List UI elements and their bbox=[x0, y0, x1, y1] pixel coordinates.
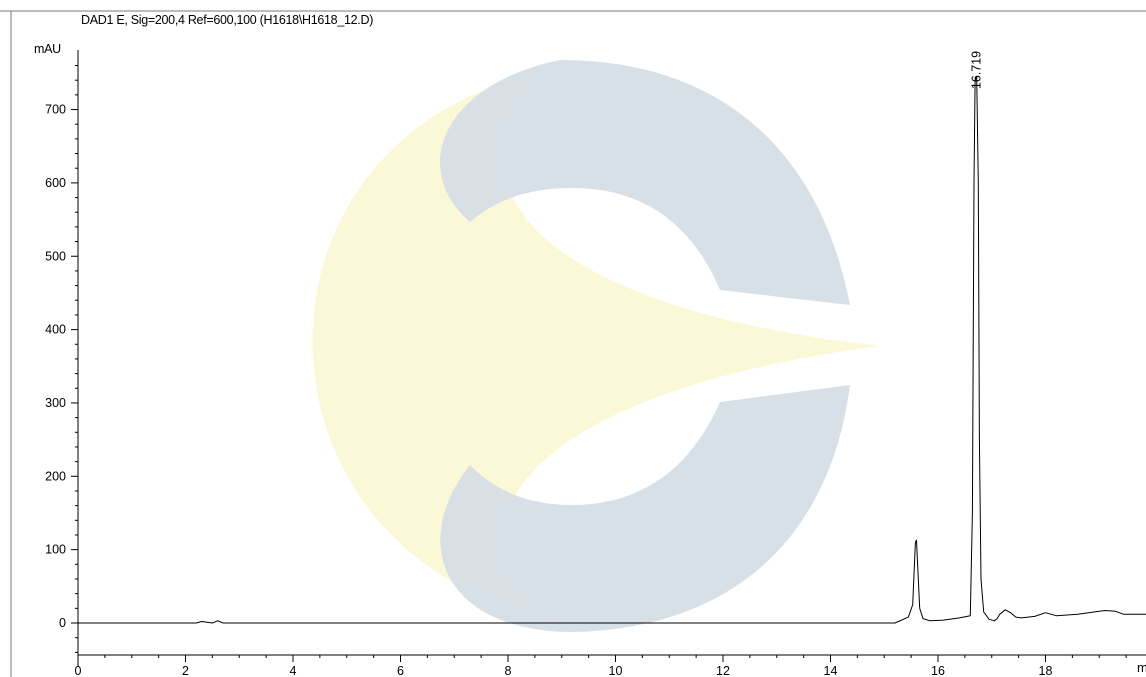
watermark-logo bbox=[312, 60, 880, 632]
x-tick-label: 4 bbox=[290, 664, 297, 677]
chart-title: DAD1 E, Sig=200,4 Ref=600,100 (H1618\H16… bbox=[81, 13, 374, 27]
y-tick-label: 300 bbox=[45, 396, 66, 410]
x-tick-label: 18 bbox=[1039, 664, 1053, 677]
x-tick-label: 10 bbox=[609, 664, 623, 677]
peak-retention-label: 16.719 bbox=[970, 51, 984, 89]
x-tick-label: 12 bbox=[716, 664, 730, 677]
y-tick-label: 700 bbox=[45, 103, 66, 117]
y-tick-label: 0 bbox=[59, 616, 66, 630]
x-axis-unit: m bbox=[1137, 660, 1146, 675]
x-tick-label: 16 bbox=[931, 664, 945, 677]
watermark-blue-lower-arc bbox=[440, 385, 850, 632]
y-tick-label: 400 bbox=[45, 323, 66, 337]
x-tick-label: 14 bbox=[824, 664, 838, 677]
chromatogram-series bbox=[78, 76, 1146, 624]
watermark-blue-upper-arc bbox=[440, 60, 850, 305]
y-ticks: 0 100 200 300 400 500 600 700 bbox=[45, 65, 78, 653]
x-tick-label: 8 bbox=[505, 664, 512, 677]
x-tick-label: 6 bbox=[397, 664, 404, 677]
x-tick-label: 2 bbox=[182, 664, 189, 677]
y-tick-label: 500 bbox=[45, 249, 66, 263]
y-tick-label: 600 bbox=[45, 176, 66, 190]
chromatogram-trace bbox=[78, 76, 1146, 624]
y-axis-unit: mAU bbox=[34, 42, 61, 56]
y-tick-label: 200 bbox=[45, 469, 66, 483]
x-ticks: 0 2 4 6 8 10 12 14 16 18 bbox=[75, 655, 1127, 677]
watermark-yellow-crescent bbox=[312, 70, 880, 620]
y-tick-label: 100 bbox=[45, 543, 66, 557]
x-tick-label: 0 bbox=[75, 664, 82, 677]
peak-labels: 16.719 bbox=[970, 51, 984, 89]
